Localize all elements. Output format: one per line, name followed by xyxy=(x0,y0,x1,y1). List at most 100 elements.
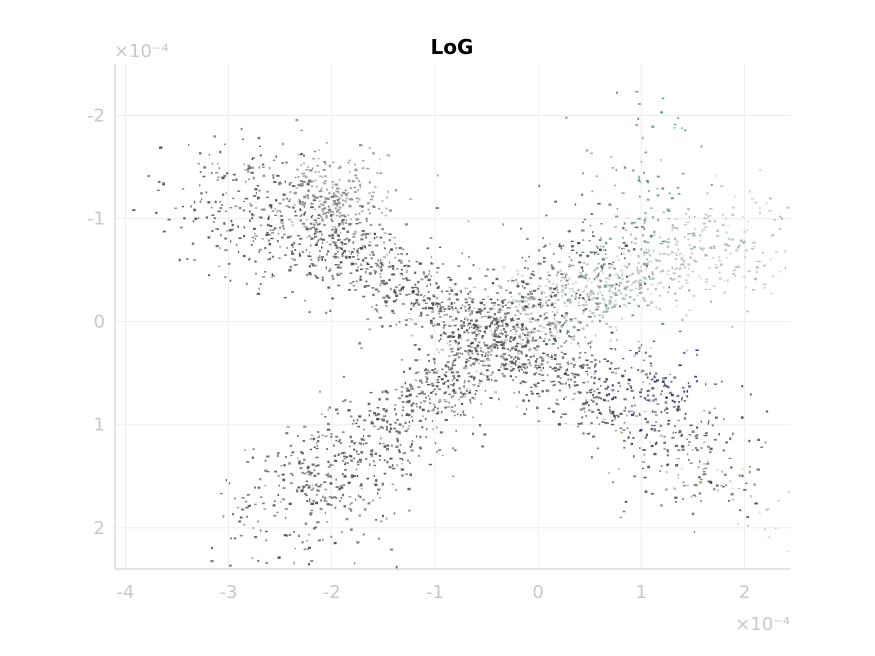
scatter-point xyxy=(387,296,391,299)
scatter-point xyxy=(346,230,349,233)
scatter-point xyxy=(383,459,386,462)
scatter-point xyxy=(497,334,500,337)
scatter-point xyxy=(277,493,280,496)
scatter-point xyxy=(355,197,358,200)
scatter-point xyxy=(394,446,396,448)
scatter-point xyxy=(525,326,527,329)
x-tick-label: -2 xyxy=(323,582,341,603)
scatter-point xyxy=(450,396,453,399)
scatter-point xyxy=(671,251,675,254)
scatter-point xyxy=(543,291,545,294)
scatter-point xyxy=(434,405,436,408)
scatter-point xyxy=(778,228,781,230)
scatter-point xyxy=(771,233,775,237)
scatter-point xyxy=(547,407,551,410)
scatter-point xyxy=(571,245,574,248)
scatter-point xyxy=(438,312,440,315)
scatter-point xyxy=(290,252,295,255)
scatter-point xyxy=(424,400,426,404)
scatter-point xyxy=(321,246,323,249)
scatter-point xyxy=(534,305,537,307)
scatter-point xyxy=(291,474,294,476)
scatter-point xyxy=(415,286,418,288)
scatter-point xyxy=(362,533,365,536)
scatter-point xyxy=(558,363,561,365)
scatter-point xyxy=(531,306,534,308)
scatter-point xyxy=(368,181,371,184)
scatter-point xyxy=(313,195,317,199)
scatter-point xyxy=(412,304,415,307)
scatter-point xyxy=(321,219,325,222)
scatter-point xyxy=(464,379,466,382)
scatter-point xyxy=(630,254,632,256)
scatter-point xyxy=(215,172,219,174)
scatter-point xyxy=(307,180,310,183)
scatter-point xyxy=(237,190,241,192)
scatter-point xyxy=(349,454,352,458)
scatter-point xyxy=(442,331,445,334)
scatter-point xyxy=(431,382,434,385)
scatter-point xyxy=(183,217,186,220)
scatter-point xyxy=(223,222,226,225)
scatter-point xyxy=(386,461,388,464)
scatter-point xyxy=(463,366,465,370)
scatter-point xyxy=(407,428,410,430)
scatter-point xyxy=(343,457,346,460)
scatter-point xyxy=(433,361,436,364)
scatter-point xyxy=(397,253,400,256)
scatter-point xyxy=(535,371,537,374)
scatter-point xyxy=(647,394,649,397)
scatter-point xyxy=(748,439,751,443)
scatter-point xyxy=(366,280,368,283)
scatter-point xyxy=(757,438,760,441)
scatter-point xyxy=(294,215,298,217)
scatter-point xyxy=(409,461,411,464)
scatter-point xyxy=(538,303,541,306)
scatter-point xyxy=(264,485,267,487)
scatter-point xyxy=(431,409,434,412)
scatter-point xyxy=(381,390,384,394)
scatter-point xyxy=(218,201,222,203)
scatter-point xyxy=(621,271,624,274)
scatter-point xyxy=(299,208,302,211)
scatter-point xyxy=(383,247,386,250)
scatter-point xyxy=(223,174,227,177)
scatter-point xyxy=(419,406,422,409)
scatter-point xyxy=(225,192,228,194)
scatter-point xyxy=(432,428,434,431)
scatter-point xyxy=(550,304,554,307)
scatter-point xyxy=(579,364,582,368)
scatter-point xyxy=(557,322,560,325)
scatter-point xyxy=(589,341,592,344)
scatter-point xyxy=(640,388,643,391)
scatter-point xyxy=(383,472,387,475)
scatter-point xyxy=(227,263,231,265)
scatter-point xyxy=(378,223,382,226)
scatter-point xyxy=(603,245,605,248)
scatter-point xyxy=(698,481,703,484)
scatter-point xyxy=(467,309,470,312)
scatter-point xyxy=(784,250,787,253)
scatter-point xyxy=(699,447,703,449)
scatter-point xyxy=(341,203,345,207)
scatter-point xyxy=(380,418,384,421)
scatter-point xyxy=(318,190,322,193)
scatter-point xyxy=(323,416,326,418)
scatter-point xyxy=(650,283,654,286)
scatter-point xyxy=(489,397,493,400)
scatter-point xyxy=(701,248,704,251)
scatter-point xyxy=(310,244,312,247)
scatter-point xyxy=(230,219,233,223)
scatter-point xyxy=(458,387,461,390)
scatter-point xyxy=(306,183,310,186)
scatter-point xyxy=(767,507,770,511)
scatter-point xyxy=(538,249,541,252)
scatter-point xyxy=(277,209,280,212)
scatter-point xyxy=(322,182,326,185)
scatter-point xyxy=(452,354,456,357)
scatter-point xyxy=(505,322,509,326)
scatter-point xyxy=(466,324,469,327)
scatter-point xyxy=(749,190,751,193)
scatter-point xyxy=(631,284,633,286)
scatter-point xyxy=(501,333,504,335)
